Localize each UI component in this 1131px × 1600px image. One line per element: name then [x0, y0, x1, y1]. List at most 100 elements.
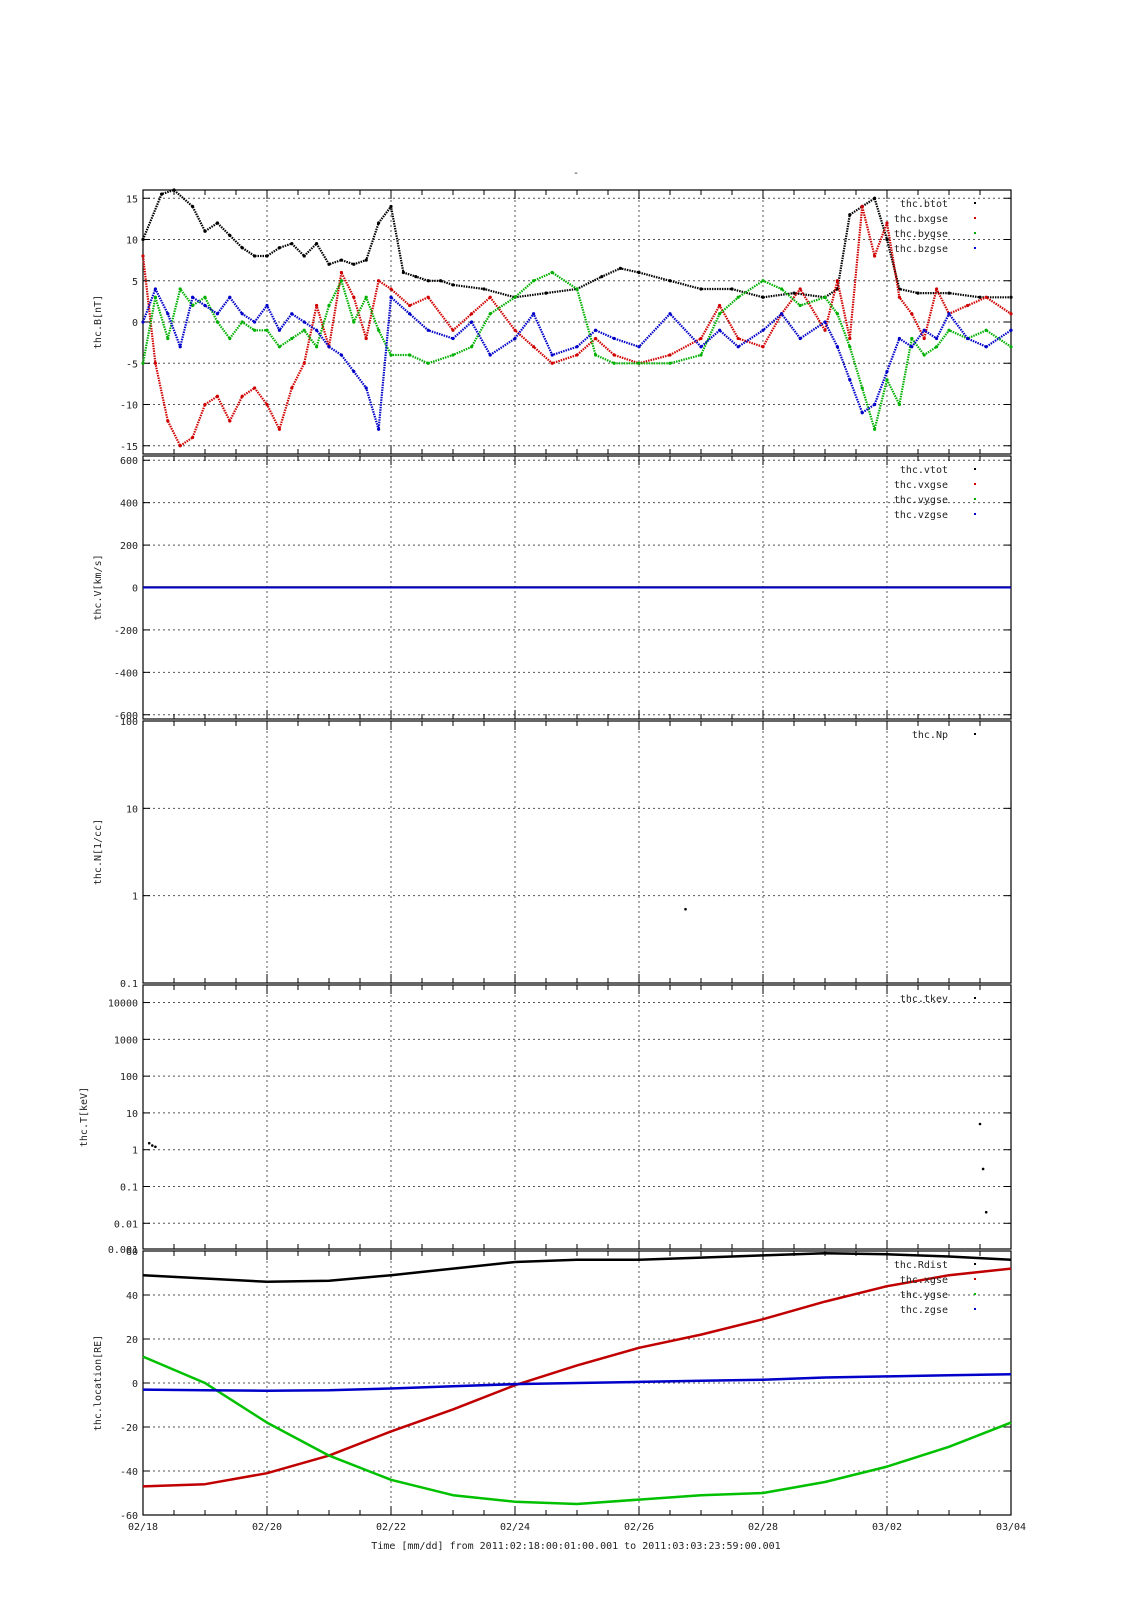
data-point — [470, 345, 474, 349]
legend-label: thc.xgse — [900, 1275, 948, 1286]
data-point — [575, 353, 579, 357]
data-point — [612, 361, 616, 365]
data-point — [550, 270, 554, 275]
legend-label: thc.vygse — [894, 495, 948, 506]
legend-swatch — [974, 733, 976, 735]
series-line — [142, 1251, 1012, 1284]
data-point — [897, 402, 902, 407]
panel-4: 0.01 0.1 1 10 100 1000 10000 0.001 thc.T[keV] thc… — [79, 984, 1012, 1256]
legend-swatch — [974, 468, 976, 470]
x-tick-label: 02/22 — [376, 1522, 406, 1533]
y-tick-label: 100 — [120, 717, 138, 728]
legend-label: thc.zgse — [900, 1305, 948, 1316]
y-axis-label: thc.N[1/cc] — [93, 819, 104, 885]
panel-1: -15 -10 -5 0 5 10 15 thc.B[nT] thc.btot thc.bxgse… — [93, 188, 1013, 455]
data-point — [860, 386, 864, 390]
data-point — [823, 320, 827, 324]
series-thc-btot — [141, 188, 1013, 299]
data-point — [600, 275, 604, 279]
legend-swatch — [974, 1308, 976, 1310]
y-tick-label: 0 — [132, 1379, 138, 1390]
y-tick-label: 0 — [132, 318, 138, 329]
series-line — [141, 205, 1012, 447]
data-point — [377, 221, 381, 225]
data-point — [408, 353, 412, 357]
legend-label: thc.vxgse — [894, 480, 948, 491]
data-point — [848, 336, 852, 341]
data-point — [550, 353, 554, 357]
data-point — [451, 283, 455, 287]
series-line — [142, 1355, 1012, 1506]
data-point — [339, 279, 343, 283]
data-point — [594, 328, 598, 332]
data-point — [873, 254, 877, 258]
y-tick-label: 0.001 — [108, 1245, 138, 1256]
data-point — [203, 229, 207, 233]
panels: -15-10-5051015thc.B[nT]thc.btotthc.bxgse… — [79, 188, 1026, 1533]
data-point — [228, 295, 232, 299]
data-point — [191, 435, 195, 440]
data-point — [352, 369, 356, 374]
data-point — [699, 336, 703, 341]
x-tick-label: 03/04 — [996, 1522, 1026, 1533]
data-point — [947, 291, 951, 295]
data-point — [228, 419, 232, 423]
data-point — [575, 287, 579, 291]
data-point — [364, 295, 368, 299]
plot-frame — [142, 1250, 1012, 1516]
data-point — [668, 361, 672, 365]
data-point — [488, 295, 492, 299]
data-point — [594, 353, 598, 357]
data-point — [860, 411, 864, 415]
data-point — [215, 394, 219, 398]
data-point — [966, 303, 970, 308]
data-point — [966, 336, 970, 341]
plot-frame — [142, 984, 1012, 1250]
data-point — [792, 291, 796, 295]
data-point — [835, 345, 840, 349]
data-point — [352, 320, 356, 324]
data-point — [339, 353, 343, 357]
data-point — [377, 427, 381, 431]
y-tick-label: -10 — [120, 401, 138, 412]
data-point — [637, 270, 641, 275]
data-point — [488, 312, 492, 316]
data-point — [364, 336, 368, 341]
plot-frame — [142, 720, 1012, 984]
series-thc-tkev — [147, 1122, 988, 1214]
data-point — [885, 378, 889, 382]
data-point — [736, 295, 740, 299]
data-point — [377, 328, 381, 332]
data-point — [191, 303, 195, 308]
data-point — [141, 237, 145, 242]
data-point — [513, 336, 517, 341]
data-point — [166, 419, 170, 423]
legend-label: thc.bygse — [894, 229, 948, 240]
data-point — [253, 320, 257, 324]
data-point — [736, 345, 740, 349]
y-tick-label: 5 — [132, 277, 138, 288]
data-point — [823, 295, 827, 299]
data-point — [1009, 295, 1013, 299]
data-point — [154, 1145, 157, 1149]
panel-3: 0.1 1 10 100 thc.N[1/cc] thc.Np — [93, 717, 1012, 990]
y-tick-label: 0.1 — [120, 1182, 138, 1193]
data-point — [736, 336, 740, 341]
x-tick-label: 02/28 — [748, 1522, 778, 1533]
y-tick-label: 1 — [132, 892, 138, 903]
y-tick-label: 10 — [126, 236, 138, 247]
data-point — [1009, 328, 1013, 332]
data-point — [389, 287, 393, 291]
data-point — [228, 233, 232, 237]
legend-label: thc.Rdist — [894, 1260, 948, 1271]
series-thc-bxgse — [141, 204, 1013, 448]
data-point — [550, 361, 554, 365]
data-point — [401, 270, 405, 275]
data-point — [984, 295, 988, 299]
data-point — [389, 204, 393, 209]
data-point — [612, 353, 616, 357]
data-point — [151, 1144, 154, 1147]
y-tick-label: -20 — [120, 1423, 138, 1434]
legend-label: thc.vzgse — [894, 510, 948, 521]
series-thc-bzgse — [141, 287, 1013, 431]
